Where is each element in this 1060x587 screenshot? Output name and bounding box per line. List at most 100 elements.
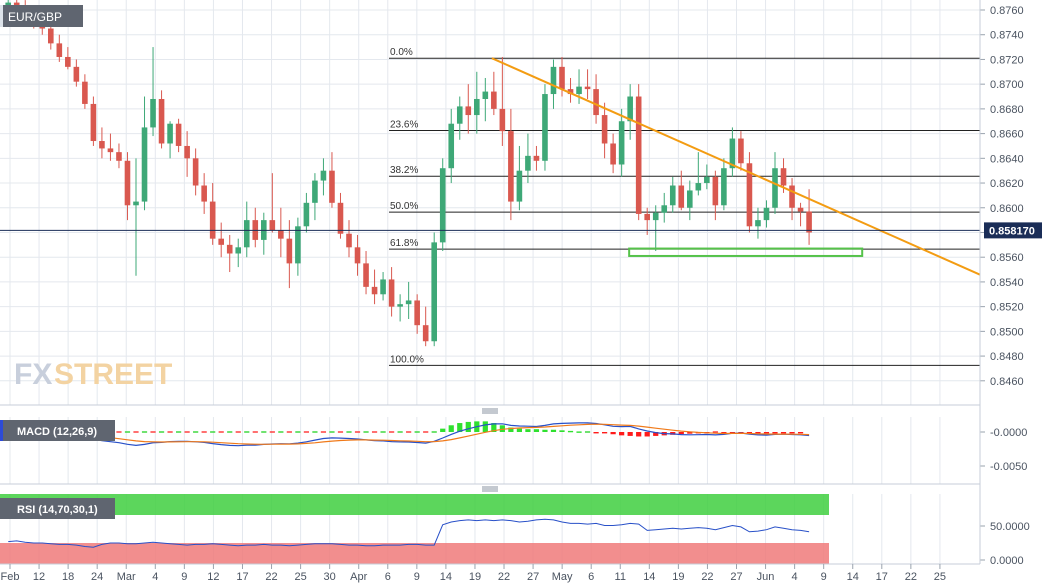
candle-bearish [192, 158, 199, 186]
candle-bullish [312, 180, 318, 203]
candle-bearish [584, 86, 591, 90]
candle-bearish [201, 185, 207, 202]
candle-bullish [695, 183, 702, 191]
macd-tick-label: -0.0050 [990, 461, 1027, 473]
candle-bearish [226, 244, 233, 254]
candle-bullish [627, 96, 633, 122]
macd-histogram-bar [491, 423, 497, 432]
candle-bearish [269, 220, 276, 231]
rsi-oversold-band [0, 543, 829, 564]
macd-histogram-bar [397, 431, 403, 433]
price-tick-label: 0.8480 [990, 351, 1024, 363]
macd-histogram-bar [533, 429, 540, 432]
candle-bearish [13, 2, 20, 6]
macd-histogram-bar [337, 431, 344, 433]
date-tick-label: 17 [236, 571, 248, 583]
rsi-label[interactable]: RSI (14,70,30,1) [0, 498, 115, 519]
candle-bullish [397, 304, 403, 307]
candle-bearish [99, 141, 105, 149]
macd-badge-edge [0, 420, 3, 441]
macd-histogram-bar [797, 432, 804, 434]
rsi-label-text: RSI (14,70,30,1) [17, 504, 98, 516]
candle-bearish [508, 131, 514, 202]
candle-bearish [286, 238, 293, 264]
macd-label-text: MACD (12,26,9) [17, 426, 97, 438]
candle-bullish [704, 176, 710, 184]
candle-bearish [780, 168, 787, 186]
macd-histogram-bar [457, 423, 463, 432]
macd-histogram-bar [465, 421, 471, 432]
macd-label[interactable]: MACD (12,26,9) [0, 420, 115, 441]
candle-bearish [158, 98, 165, 144]
date-tick-label: 25 [294, 571, 306, 583]
macd-histogram-bar [184, 431, 190, 433]
macd-histogram-bar [286, 431, 292, 433]
candle-bearish [184, 145, 190, 159]
date-tick-label: 22 [265, 571, 277, 583]
candle-bearish [329, 170, 335, 203]
date-tick-label: 27 [730, 571, 742, 583]
candle-bullish [755, 220, 761, 227]
candle-bullish [167, 123, 173, 144]
candle-bearish [678, 185, 685, 208]
candle-bearish [56, 43, 63, 57]
candle-bullish [320, 170, 327, 181]
candle-bearish [712, 176, 719, 206]
macd-histogram-bar [610, 432, 616, 435]
candle-bearish [48, 28, 54, 44]
macd-histogram-bar [482, 421, 488, 432]
symbol-header[interactable]: EUR/GBP [0, 5, 83, 27]
price-tick-label: 0.8740 [990, 30, 1024, 42]
date-tick-label: 9 [181, 571, 187, 583]
candle-bullish [618, 121, 625, 165]
date-tick-label: 30 [324, 571, 336, 583]
candle-bearish [65, 56, 71, 67]
macd-histogram-bar [567, 430, 574, 433]
candle-bearish [559, 66, 565, 90]
price-tick-label: 0.8520 [990, 302, 1024, 314]
candle-bearish [337, 202, 344, 234]
rsi-tick-label: 50.0000 [990, 521, 1030, 533]
candle-bearish [278, 230, 284, 239]
candle-bullish [431, 242, 437, 342]
candle-bullish [763, 207, 770, 221]
candle-bearish [371, 286, 378, 295]
macd-histogram-bar [269, 431, 275, 433]
candle-bullish [721, 168, 727, 206]
fib-level-label: 50.0% [390, 201, 418, 212]
candle-bearish [593, 89, 599, 116]
rsi-badge[interactable] [0, 498, 115, 519]
macd-histogram-bar [644, 432, 650, 437]
price-panel-background [0, 0, 980, 405]
candle-bullish [405, 300, 412, 305]
candle-bearish [124, 160, 131, 206]
macd-histogram-bar [235, 431, 241, 433]
resize-handle-rsi[interactable] [482, 486, 498, 492]
date-tick-label: 18 [62, 571, 74, 583]
date-tick-label: 4 [152, 571, 158, 583]
macd-panel: MACD (12,26,9) [0, 417, 980, 484]
watermark-street: STREET [54, 358, 172, 391]
macd-histogram-bar [619, 432, 625, 436]
resize-handle-macd[interactable] [482, 408, 498, 414]
macd-badge[interactable] [0, 420, 115, 441]
macd-histogram-bar [653, 432, 659, 436]
candle-bearish [354, 247, 361, 264]
candle-bullish [243, 220, 250, 248]
rsi-overbought-band [0, 494, 829, 515]
last-price-tag: 0.858170 [984, 222, 1042, 239]
candle-bearish [116, 152, 122, 161]
candle-bullish [448, 123, 455, 169]
date-tick-label: 22 [701, 571, 713, 583]
price-tick-label: 0.8620 [990, 178, 1024, 190]
macd-histogram-bar [312, 431, 318, 433]
candle-bearish [635, 96, 642, 214]
macd-histogram-bar [712, 431, 718, 433]
macd-histogram-bar [423, 431, 429, 433]
candle-bearish [388, 279, 395, 307]
macd-histogram-bar [772, 432, 778, 434]
macd-histogram-bar [303, 431, 309, 433]
date-tick-label: 27 [527, 571, 539, 583]
symbol-badge[interactable] [0, 5, 83, 27]
